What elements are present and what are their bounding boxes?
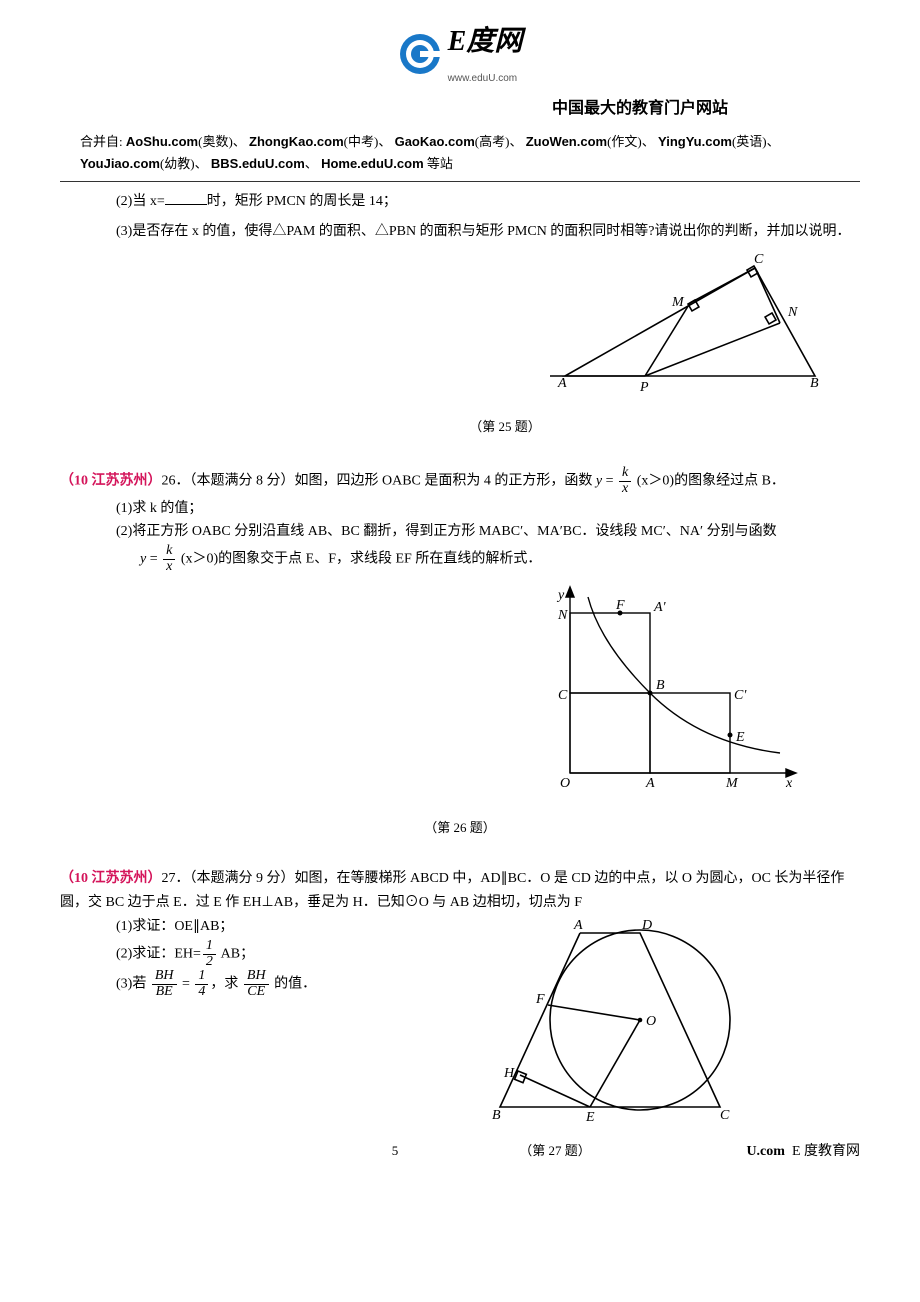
svg-text:C: C bbox=[720, 1108, 730, 1123]
merge-line: 合并自: AoShu.com(奥数)、 ZhongKao.com(中考)、 Ga… bbox=[60, 129, 860, 182]
merge-suffix: 等站 bbox=[427, 156, 453, 171]
footer-brand: U.com E 度教育网 bbox=[700, 1140, 860, 1164]
fraction-half: 12 bbox=[203, 939, 216, 969]
p26-sub1: (1)求 k 的值； bbox=[60, 497, 860, 521]
figure-27-caption: （第 27 题） bbox=[410, 1140, 700, 1162]
site-6: BBS.eduU.com bbox=[211, 156, 305, 171]
logo-sub: www.eduU.com bbox=[448, 73, 517, 84]
svg-text:A: A bbox=[557, 376, 567, 391]
p26-tag: （10 江苏苏州） bbox=[60, 474, 162, 489]
svg-text:x: x bbox=[785, 776, 793, 791]
p27-stem: （10 江苏苏州）27．（本题满分 9 分）如图，在等腰梯形 ABCD 中，AD… bbox=[60, 867, 860, 915]
figure-27: A D B C E F H O bbox=[480, 915, 760, 1125]
site-7: Home.eduU.com bbox=[321, 156, 424, 171]
figure-26-caption: （第 26 题） bbox=[60, 817, 800, 839]
svg-text:C': C' bbox=[734, 688, 747, 703]
fraction-bh-ce: BHCE bbox=[244, 969, 269, 999]
p26-num: 26． bbox=[162, 474, 190, 489]
figure-25-caption: （第 25 题） bbox=[60, 416, 830, 438]
merge-prefix: 合并自: bbox=[80, 134, 123, 149]
site-0: AoShu.com bbox=[126, 134, 198, 149]
svg-text:B: B bbox=[492, 1108, 501, 1123]
svg-text:B: B bbox=[656, 678, 665, 693]
p25-sub2: (2)当 x=时，矩形 PMCN 的周长是 14； bbox=[60, 190, 860, 214]
svg-text:N: N bbox=[787, 305, 798, 320]
page-number: 5 bbox=[380, 1140, 410, 1162]
site-3: ZuoWen.com bbox=[526, 134, 607, 149]
p25-sub3: (3)是否存在 x 的值，使得△PAM 的面积、△PBN 的面积与矩形 PMCN… bbox=[60, 220, 860, 244]
site-title: 中国最大的教育门户网站 bbox=[60, 95, 860, 122]
svg-text:M: M bbox=[671, 295, 685, 310]
svg-text:O: O bbox=[560, 776, 570, 791]
p26-sub2: (2)将正方形 OABC 分别沿直线 AB、BC 翻折，得到正方形 MABC′、… bbox=[60, 520, 860, 574]
logo-icon bbox=[398, 32, 442, 76]
p27-sub2: (2)求证：EH=12 AB； bbox=[60, 939, 360, 969]
fraction-k-over-x: kx bbox=[619, 466, 631, 496]
svg-text:A: A bbox=[573, 918, 583, 933]
svg-text:C: C bbox=[558, 688, 568, 703]
p27-sub1: (1)求证：OE∥AB； bbox=[60, 915, 360, 939]
logo-text: E度网 bbox=[448, 26, 523, 57]
svg-text:F: F bbox=[535, 992, 545, 1007]
site-2: GaoKao.com bbox=[395, 134, 475, 149]
logo-text-wrap: E度网 www.eduU.com bbox=[448, 18, 523, 89]
svg-text:H: H bbox=[503, 1066, 515, 1081]
svg-text:B: B bbox=[810, 376, 819, 391]
svg-text:A': A' bbox=[653, 600, 667, 615]
p26-stem: （10 江苏苏州）26．（本题满分 8 分）如图，四边形 OABC 是面积为 4… bbox=[60, 466, 860, 496]
logo: E度网 www.eduU.com bbox=[398, 18, 523, 89]
svg-text:O: O bbox=[646, 1014, 656, 1029]
fraction-1-4: 14 bbox=[195, 969, 208, 999]
fraction-bh-be: BHBE bbox=[152, 969, 177, 999]
figure-26-wrap: O A M x y C N B F A' C' E （第 26 题） bbox=[60, 583, 860, 840]
site-4: YingYu.com bbox=[658, 134, 732, 149]
problem-25: (2)当 x=时，矩形 PMCN 的周长是 14； (3)是否存在 x 的值，使… bbox=[60, 190, 860, 438]
problem-26: （10 江苏苏州）26．（本题满分 8 分）如图，四边形 OABC 是面积为 4… bbox=[60, 466, 860, 839]
figure-25-wrap: A B C M N P （第 25 题） bbox=[60, 251, 860, 438]
svg-text:M: M bbox=[725, 776, 739, 791]
svg-text:E: E bbox=[735, 730, 745, 745]
svg-text:F: F bbox=[615, 598, 625, 613]
figure-25: A B C M N P bbox=[550, 251, 830, 401]
site-5: YouJiao.com bbox=[80, 156, 160, 171]
problem-27: （10 江苏苏州）27．（本题满分 9 分）如图，在等腰梯形 ABCD 中，AD… bbox=[60, 867, 860, 1163]
svg-text:C: C bbox=[754, 252, 764, 267]
svg-text:D: D bbox=[641, 918, 652, 933]
svg-text:P: P bbox=[639, 380, 649, 395]
p27-num: 27． bbox=[162, 871, 190, 886]
p27-sub3: (3)若 BHBE = 14，求 BHCE 的值． bbox=[60, 969, 360, 999]
blank-input bbox=[165, 191, 207, 205]
fraction-k-over-x-2: kx bbox=[163, 544, 175, 574]
svg-text:y: y bbox=[556, 588, 565, 603]
site-1: ZhongKao.com bbox=[249, 134, 344, 149]
p27-tag: （10 江苏苏州） bbox=[60, 871, 162, 886]
svg-text:E: E bbox=[585, 1110, 595, 1125]
figure-26: O A M x y C N B F A' C' E bbox=[540, 583, 800, 803]
figure-27-wrap: A D B C E F H O 5 （第 27 题） U.com E 度教育网 bbox=[380, 915, 860, 1164]
logo-row: E度网 www.eduU.com bbox=[60, 18, 860, 89]
svg-text:A: A bbox=[645, 776, 655, 791]
svg-text:N: N bbox=[557, 608, 568, 623]
